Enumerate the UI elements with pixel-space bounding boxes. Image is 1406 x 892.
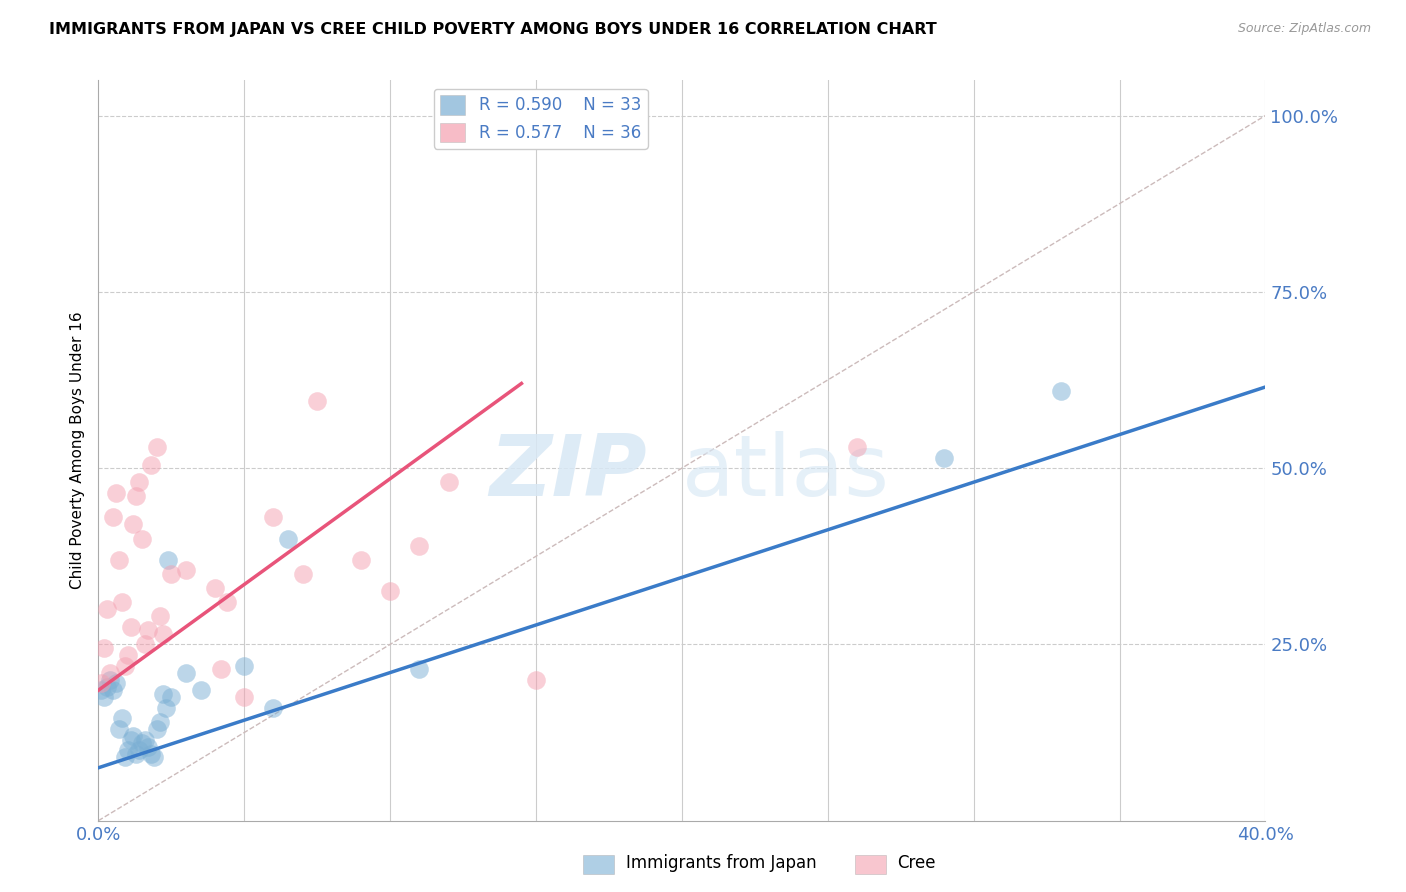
Point <box>152 627 174 641</box>
Point <box>111 595 134 609</box>
Point <box>152 687 174 701</box>
Point <box>125 747 148 761</box>
Point <box>174 563 197 577</box>
Point <box>117 743 139 757</box>
Point <box>108 722 131 736</box>
Point <box>155 701 177 715</box>
Text: Source: ZipAtlas.com: Source: ZipAtlas.com <box>1237 22 1371 36</box>
Point <box>114 658 136 673</box>
Point <box>380 584 402 599</box>
Point <box>111 711 134 725</box>
Point <box>350 553 373 567</box>
Point <box>104 485 127 500</box>
Point <box>90 676 112 690</box>
Point <box>122 729 145 743</box>
Point <box>408 662 430 676</box>
Point <box>174 665 197 680</box>
Point <box>134 637 156 651</box>
Point <box>139 747 162 761</box>
Point <box>262 510 284 524</box>
Y-axis label: Child Poverty Among Boys Under 16: Child Poverty Among Boys Under 16 <box>69 311 84 590</box>
Point <box>136 624 159 638</box>
Point <box>128 475 150 490</box>
Point <box>125 489 148 503</box>
Point <box>204 581 226 595</box>
Point <box>139 458 162 472</box>
Point <box>93 640 115 655</box>
Point <box>146 440 169 454</box>
Point <box>146 722 169 736</box>
Point <box>120 620 142 634</box>
Point <box>104 676 127 690</box>
Text: IMMIGRANTS FROM JAPAN VS CREE CHILD POVERTY AMONG BOYS UNDER 16 CORRELATION CHAR: IMMIGRANTS FROM JAPAN VS CREE CHILD POVE… <box>49 22 936 37</box>
Point <box>131 532 153 546</box>
Point <box>437 475 460 490</box>
Point <box>131 736 153 750</box>
Point <box>291 566 314 581</box>
Point <box>160 690 183 705</box>
Point <box>114 750 136 764</box>
Point <box>90 683 112 698</box>
Point <box>142 750 165 764</box>
Point <box>215 595 238 609</box>
Text: atlas: atlas <box>682 431 890 514</box>
Point <box>846 440 869 454</box>
Point <box>96 680 118 694</box>
Point <box>117 648 139 662</box>
Text: Cree: Cree <box>897 855 935 872</box>
Point <box>136 739 159 754</box>
Point <box>233 658 256 673</box>
Point <box>96 602 118 616</box>
Point <box>149 609 172 624</box>
Point <box>134 732 156 747</box>
Point <box>93 690 115 705</box>
Point <box>149 714 172 729</box>
Point <box>524 673 547 687</box>
Point <box>1050 384 1073 398</box>
Legend: R = 0.590    N = 33, R = 0.577    N = 36: R = 0.590 N = 33, R = 0.577 N = 36 <box>433 88 648 149</box>
Point <box>128 743 150 757</box>
Point <box>101 510 124 524</box>
Point <box>98 673 121 687</box>
Point <box>120 732 142 747</box>
Text: Immigrants from Japan: Immigrants from Japan <box>626 855 817 872</box>
Point <box>108 553 131 567</box>
Point <box>934 450 956 465</box>
Point <box>262 701 284 715</box>
Point <box>307 394 329 409</box>
Point <box>277 532 299 546</box>
Point <box>157 553 180 567</box>
Point <box>101 683 124 698</box>
Point <box>122 517 145 532</box>
Point <box>209 662 232 676</box>
Point <box>233 690 256 705</box>
Point <box>190 683 212 698</box>
Point <box>408 539 430 553</box>
Point <box>160 566 183 581</box>
Point <box>98 665 121 680</box>
Text: ZIP: ZIP <box>489 431 647 514</box>
